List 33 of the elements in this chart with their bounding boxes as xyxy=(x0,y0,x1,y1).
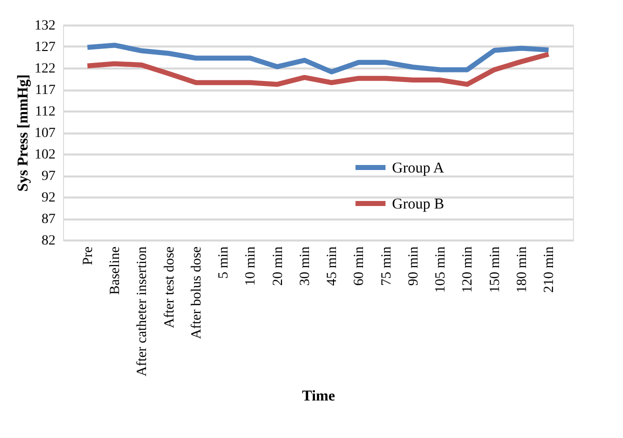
x-tick-label: 75 min xyxy=(379,246,394,286)
y-tick-label: 82 xyxy=(42,234,56,248)
y-tick-label: 112 xyxy=(35,104,56,120)
y-axis-title: Sys Press [mmHg] xyxy=(16,74,32,192)
x-tick-label: 20 min xyxy=(270,246,286,286)
y-tick-label: 97 xyxy=(42,169,56,184)
x-tick-label: 5 min xyxy=(216,246,232,279)
x-tick-label: After test dose xyxy=(162,246,178,328)
x-tick-label: 210 min xyxy=(542,246,558,293)
legend-label: Group A xyxy=(392,160,444,176)
x-tick-label: 45 min xyxy=(325,246,340,286)
y-tick-label: 102 xyxy=(34,148,56,162)
y-tick-label: 132 xyxy=(34,18,56,34)
y-tick-label: 87 xyxy=(42,212,56,227)
y-tick-label: 107 xyxy=(34,126,56,141)
x-tick-label: 30 min xyxy=(298,246,313,286)
x-tick-label: 180 min xyxy=(514,246,530,293)
y-tick-label: 127 xyxy=(34,40,56,55)
x-tick-label: 105 min xyxy=(434,246,449,293)
x-tick-label: After bolus dose xyxy=(189,246,204,340)
y-tick-label: 122 xyxy=(34,62,56,76)
x-axis-title: Time xyxy=(302,388,336,404)
x-tick-label: 150 min xyxy=(488,246,503,293)
y-tick-label: 117 xyxy=(35,83,56,98)
x-tick-label: Baseline xyxy=(108,246,124,295)
x-tick-label: Pre xyxy=(80,246,96,266)
y-tick-label: 92 xyxy=(42,190,56,206)
x-tick-label: 60 min xyxy=(352,246,368,286)
x-tick-label: 10 min xyxy=(244,246,259,286)
x-tick-label: 120 min xyxy=(460,246,476,293)
legend-label: Group B xyxy=(392,196,444,212)
x-tick-label: 90 min xyxy=(406,246,422,286)
x-tick-label: After catheter insertion xyxy=(135,246,150,376)
